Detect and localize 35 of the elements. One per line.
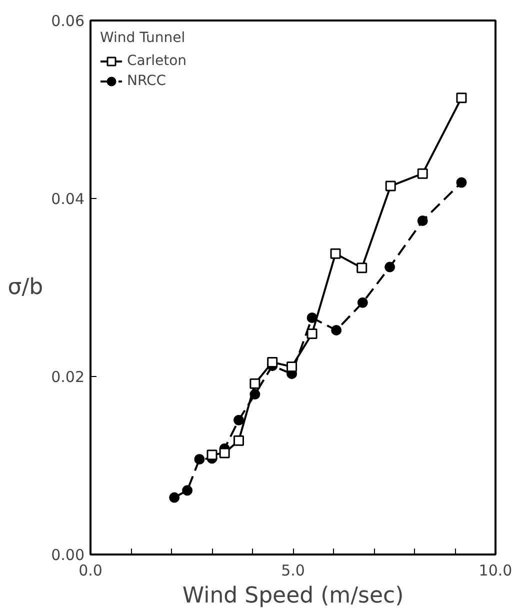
x-axis-title: Wind Speed (m/sec) — [182, 584, 404, 608]
legend-label: Carleton — [127, 53, 187, 69]
point — [267, 357, 278, 368]
y-tick-label: 0.04 — [51, 190, 85, 208]
point — [331, 324, 342, 336]
point — [286, 361, 298, 372]
point — [417, 168, 428, 179]
point — [250, 389, 260, 400]
point — [206, 450, 218, 460]
point — [250, 378, 260, 389]
point — [385, 180, 396, 192]
point — [330, 248, 341, 259]
point — [417, 216, 428, 226]
point — [233, 435, 244, 446]
point — [306, 328, 318, 340]
point — [384, 262, 396, 272]
point — [456, 92, 467, 104]
x-tick-label: 0.0 — [78, 562, 102, 580]
legend-title: Wind Tunnel — [100, 30, 186, 46]
y-tick-label: 0.00 — [51, 546, 85, 564]
point — [219, 448, 230, 458]
point — [356, 262, 368, 274]
y-tick-label: 0.02 — [51, 368, 85, 386]
y-axis-title: σ/b — [8, 275, 44, 300]
legend-label: NRCC — [127, 73, 166, 89]
x-tick-label: 10.0 — [478, 562, 512, 580]
point — [357, 297, 368, 308]
point — [233, 414, 244, 426]
point — [306, 312, 318, 323]
point — [169, 492, 180, 503]
y-tick-label: 0.06 — [51, 12, 85, 30]
point — [194, 454, 205, 465]
point — [182, 485, 193, 496]
point — [456, 177, 467, 188]
x-tick-label: 5.0 — [281, 562, 305, 580]
